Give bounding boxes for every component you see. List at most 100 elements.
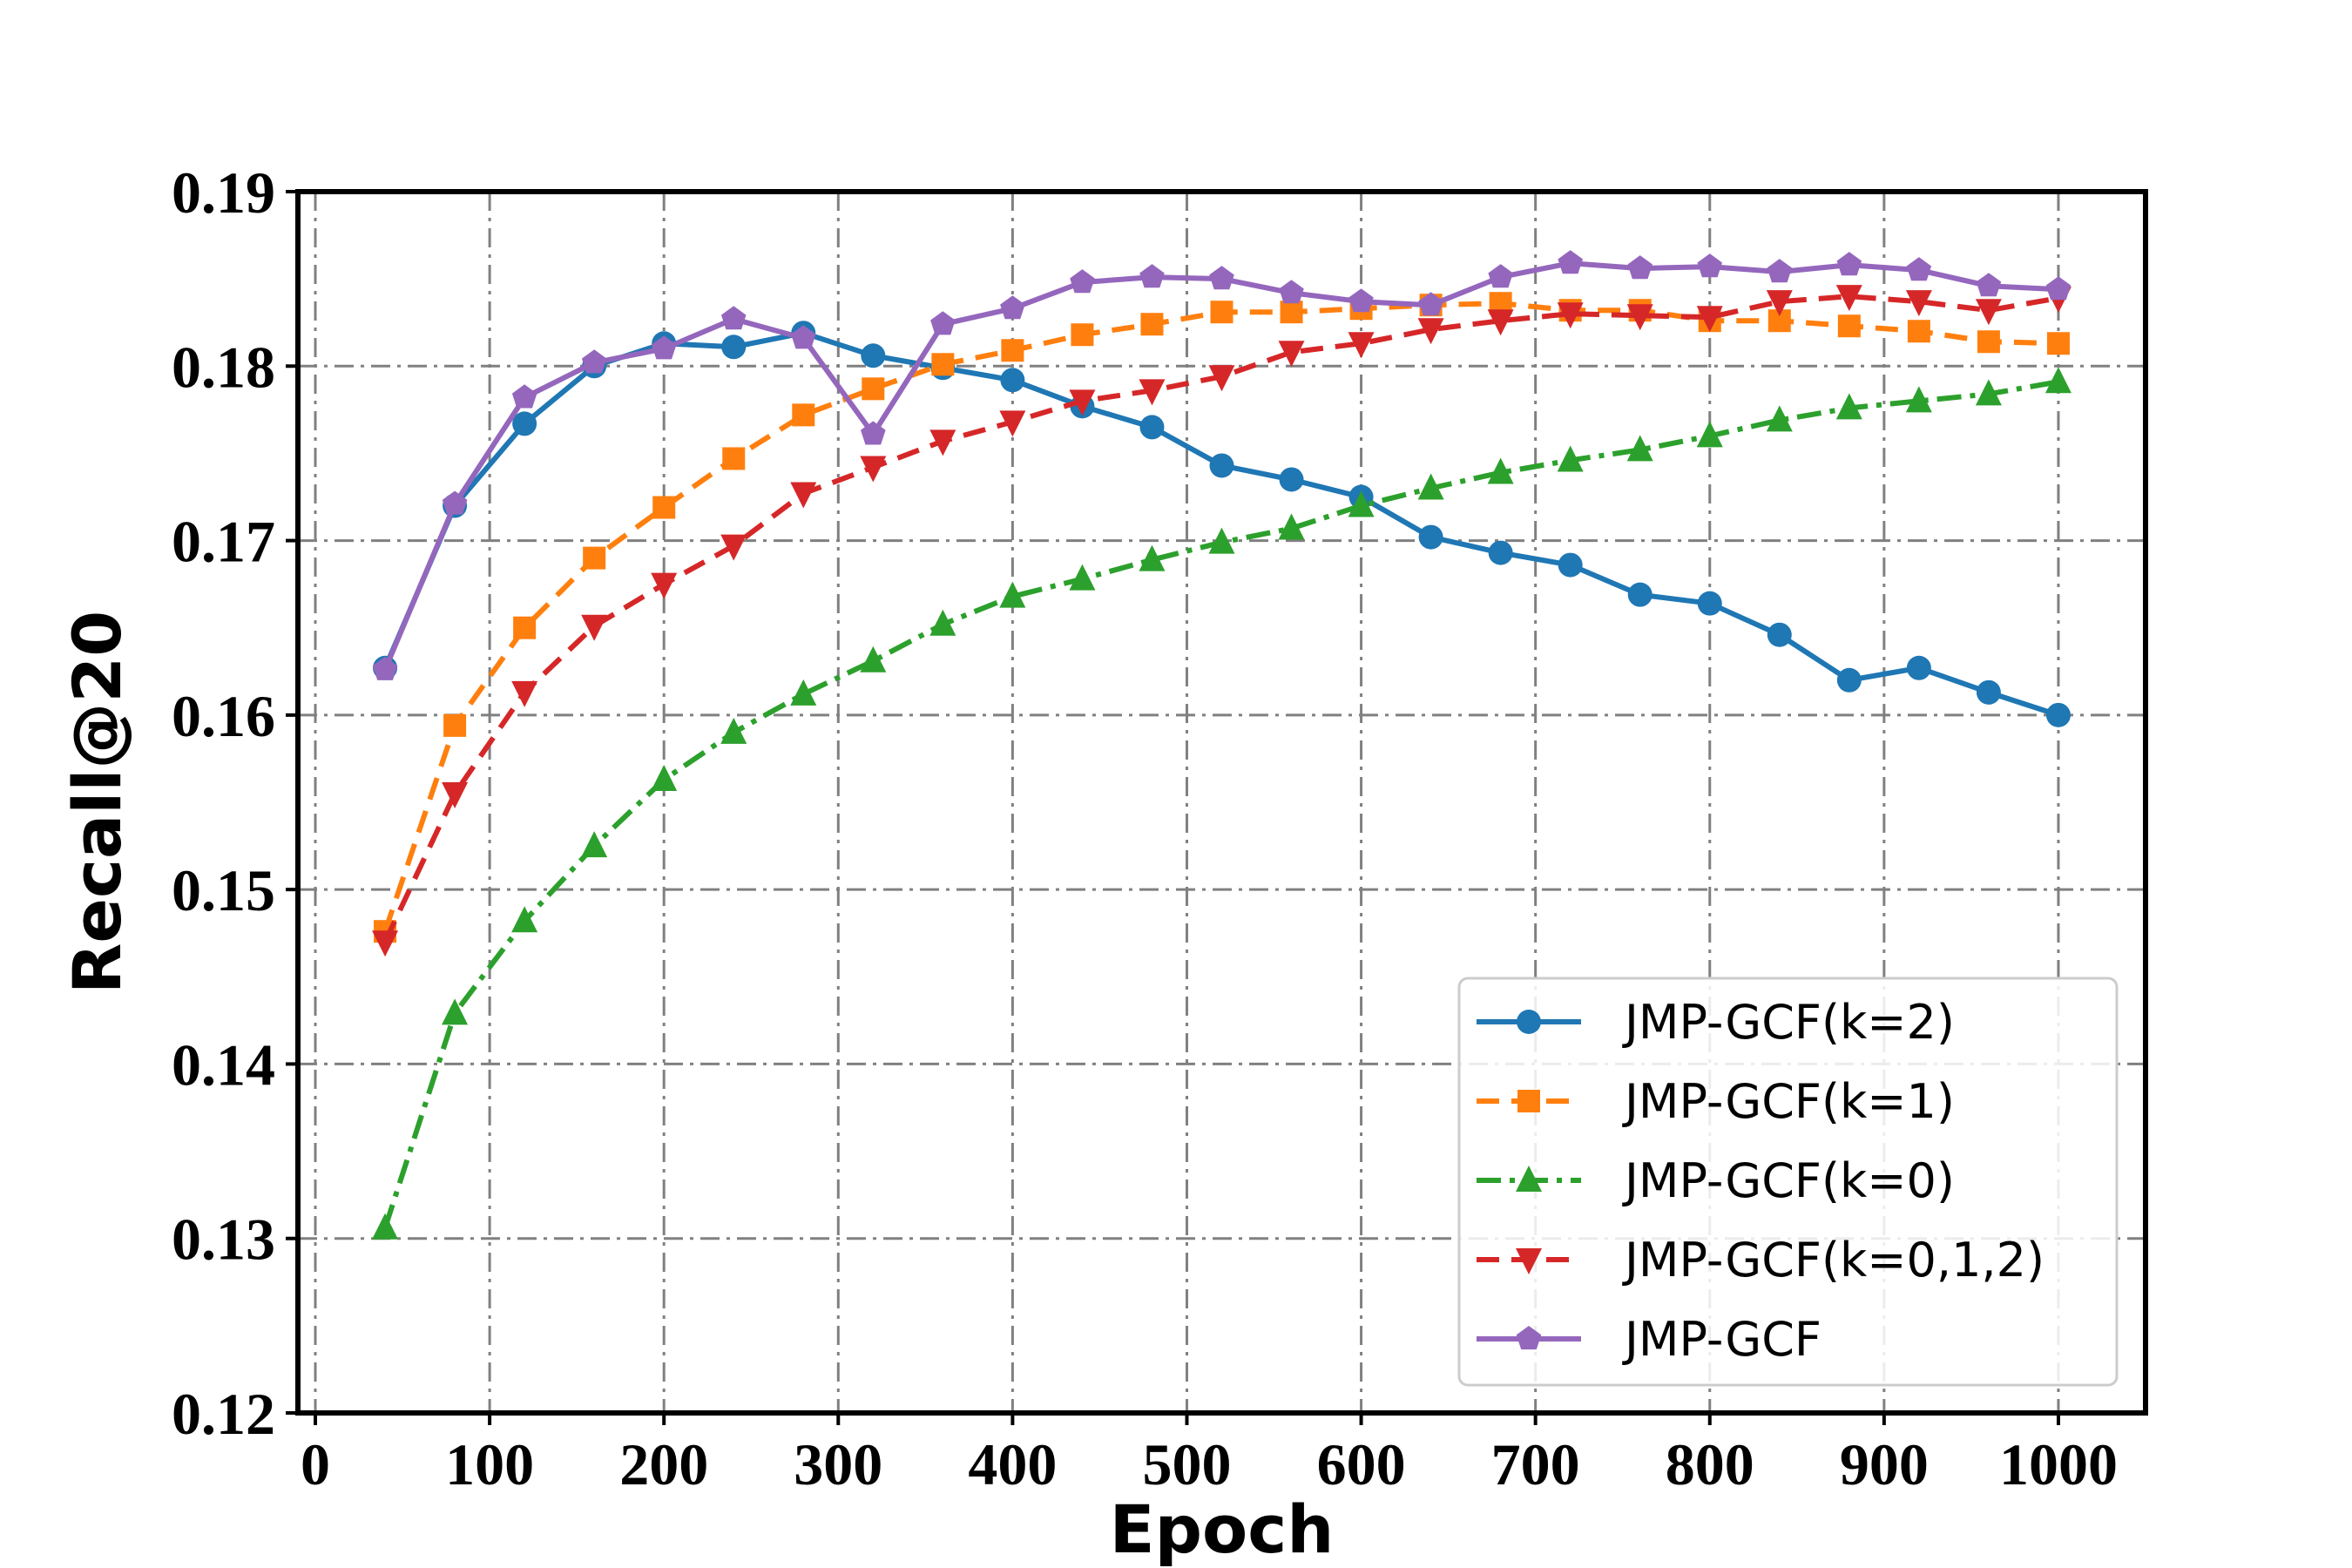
- y-tick-label: 0.14: [172, 1031, 275, 1098]
- data-point: [930, 311, 956, 335]
- x-tick-label: 500: [1142, 1431, 1231, 1497]
- data-point: [1975, 379, 2002, 406]
- data-point: [511, 906, 538, 933]
- legend-label: JMP-GCF(k=1): [1622, 1074, 1955, 1129]
- data-point: [1279, 280, 1304, 304]
- data-point: [1417, 473, 1444, 500]
- series-3: [372, 285, 2072, 957]
- data-point: [1836, 667, 1862, 693]
- data-point: [1210, 301, 1233, 324]
- data-point: [372, 1213, 399, 1240]
- data-point: [1069, 389, 1096, 416]
- data-point: [442, 490, 468, 515]
- x-tick-label: 0: [301, 1431, 330, 1497]
- data-point: [1348, 332, 1375, 359]
- series-4: [372, 250, 2072, 680]
- legend-marker: [1517, 1010, 1541, 1034]
- data-point: [1626, 435, 1653, 462]
- data-point: [651, 335, 677, 360]
- data-point: [651, 764, 678, 791]
- data-point: [1069, 564, 1096, 591]
- data-point: [443, 713, 467, 737]
- legend-marker: [1516, 1326, 1542, 1350]
- x-tick-label: 900: [1840, 1431, 1929, 1497]
- data-point: [1417, 318, 1444, 345]
- data-point: [860, 456, 887, 483]
- y-tick-label: 0.17: [172, 509, 275, 575]
- y-tick-label: 0.16: [172, 683, 275, 749]
- legend: JMP-GCF(k=2) JMP-GCF(k=1) JMP-GCF(k=0) JMP-…: [1457, 977, 2119, 1387]
- data-point: [720, 534, 747, 561]
- legend-label: JMP-GCF(k=0): [1622, 1153, 1955, 1208]
- y-axis-title: Recall@20: [58, 611, 136, 994]
- data-point: [999, 581, 1026, 608]
- data-point: [1488, 540, 1513, 565]
- data-point: [1209, 453, 1234, 478]
- data-point: [862, 377, 885, 401]
- data-point: [1696, 306, 1723, 333]
- data-point: [1767, 622, 1792, 647]
- data-point: [1278, 341, 1305, 368]
- data-point: [1139, 379, 1166, 406]
- data-point: [2046, 332, 2070, 355]
- data-point: [1139, 544, 1166, 571]
- data-point: [581, 349, 607, 374]
- data-point: [1001, 339, 1024, 362]
- data-point: [1835, 393, 1862, 420]
- data-point: [1766, 290, 1793, 317]
- data-point: [1418, 292, 1443, 316]
- data-point: [442, 998, 469, 1025]
- legend-item: JMP-GCF(k=2): [1477, 995, 1955, 1050]
- data-point: [1558, 552, 1583, 578]
- data-point: [652, 496, 676, 519]
- data-point: [1696, 421, 1723, 448]
- data-point: [1697, 591, 1722, 616]
- data-point: [1836, 252, 1862, 276]
- data-point: [1488, 264, 1513, 288]
- legend-label: JMP-GCF(k=2): [1622, 995, 1955, 1050]
- data-point: [1209, 266, 1234, 290]
- data-point: [2045, 276, 2072, 301]
- data-point: [1835, 285, 1862, 312]
- x-tick-label: 200: [619, 1431, 708, 1497]
- data-point: [1766, 405, 1793, 432]
- data-point: [1278, 513, 1305, 540]
- data-point: [721, 306, 747, 330]
- x-tick-label: 300: [794, 1431, 882, 1497]
- data-point: [1140, 313, 1164, 336]
- x-axis-title: Epoch: [1110, 1490, 1335, 1568]
- data-point: [511, 384, 537, 409]
- legend-marker: [1516, 1248, 1542, 1274]
- x-tick-label: 600: [1317, 1431, 1406, 1497]
- data-point: [1279, 467, 1304, 492]
- data-point: [583, 546, 606, 570]
- data-point: [1905, 386, 1932, 413]
- data-point: [1000, 295, 1025, 320]
- data-point: [792, 403, 815, 427]
- data-point: [790, 482, 817, 509]
- data-point: [1348, 288, 1374, 313]
- data-point: [1557, 445, 1584, 472]
- legend-marker: [1516, 1166, 1542, 1192]
- data-point: [372, 930, 399, 957]
- data-point: [1000, 368, 1025, 393]
- data-point: [722, 447, 746, 470]
- data-point: [1976, 273, 2002, 297]
- data-point: [999, 410, 1026, 437]
- data-point: [1627, 582, 1652, 607]
- data-point: [1487, 457, 1514, 484]
- y-tick-label: 0.12: [172, 1381, 275, 1447]
- y-tick-label: 0.13: [172, 1206, 275, 1273]
- data-point: [511, 680, 538, 707]
- legend-item: JMP-GCF: [1477, 1312, 1821, 1367]
- data-point: [372, 656, 398, 680]
- data-point: [2045, 702, 2071, 727]
- data-point: [861, 421, 886, 445]
- legend-box: [1457, 977, 2119, 1387]
- data-point: [1139, 415, 1165, 440]
- data-point: [1558, 250, 1583, 274]
- data-point: [1837, 314, 1861, 338]
- series-layer: [372, 250, 2072, 1240]
- x-tick-label: 400: [968, 1431, 1057, 1497]
